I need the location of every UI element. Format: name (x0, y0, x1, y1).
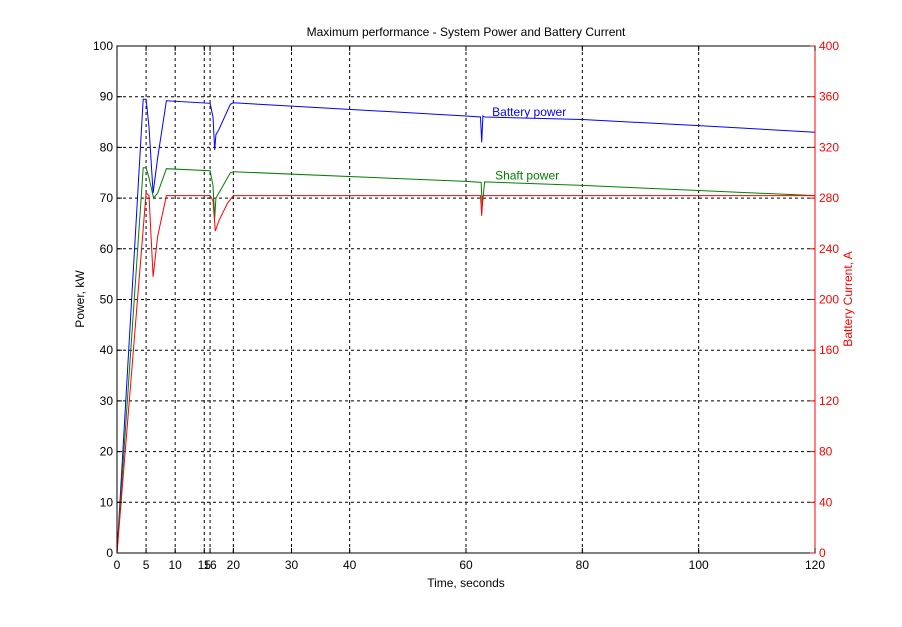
annotation-battery-power: Battery power (492, 105, 566, 119)
x-tick-label: 100 (689, 558, 709, 572)
y-tick-label-left: 90 (100, 90, 114, 104)
x-tick-label: 30 (285, 558, 299, 572)
y-tick-label-left: 40 (100, 343, 114, 357)
series-line-shaft-power (116, 167, 816, 554)
chart-title: Maximum performance - System Power and B… (307, 25, 626, 39)
y-tick-label-right: 280 (819, 191, 839, 205)
y-tick-label-right: 40 (819, 495, 833, 509)
y-tick-label-right: 160 (819, 343, 839, 357)
series-line-battery-current (116, 191, 815, 554)
y-tick-label-right: 80 (819, 445, 833, 459)
x-tick-label: 20 (227, 558, 241, 572)
x-tick-label: 5 (143, 558, 150, 572)
annotation-shaft-power: Shaft power (495, 168, 559, 182)
x-tick-label: 120 (805, 558, 825, 572)
y-tick-label-right: 120 (819, 394, 839, 408)
x-axis-label: Time, seconds (427, 576, 505, 590)
y-tick-label-right: 200 (819, 293, 839, 307)
y-axis-label-right: Battery Current, A (841, 251, 855, 346)
x-tick-label: 40 (343, 558, 357, 572)
y-tick-label-left: 10 (100, 495, 114, 509)
x-tick-label: 60 (459, 558, 473, 572)
x-tick-label: 16 (203, 558, 217, 572)
y-tick-label-left: 20 (100, 445, 114, 459)
y-tick-label-left: 70 (100, 191, 114, 205)
y-axis-label-left: Power, kW (73, 270, 87, 328)
y-tick-label-right: 0 (819, 546, 826, 560)
series-group (116, 98, 816, 554)
y-tick-label-left: 60 (100, 242, 114, 256)
y-tick-label-left: 50 (100, 293, 114, 307)
y-tick-label-right: 240 (819, 242, 839, 256)
y-tick-label-right: 400 (819, 39, 839, 53)
x-tick-label: 0 (114, 558, 121, 572)
y-tick-label-left: 0 (106, 546, 113, 560)
annotations-group: Battery power Shaft power (492, 105, 566, 182)
x-tick-label: 15 (198, 558, 212, 572)
grid-lines (117, 46, 815, 553)
y-tick-label-left: 100 (93, 39, 113, 53)
series-line-battery-power (116, 98, 816, 554)
x-tick-label: 10 (168, 558, 182, 572)
x-tick-label: 80 (576, 558, 590, 572)
y-tick-label-right: 360 (819, 90, 839, 104)
y-tick-label-right: 320 (819, 140, 839, 154)
y-tick-label-left: 30 (100, 394, 114, 408)
y-tick-label-left: 80 (100, 140, 114, 154)
